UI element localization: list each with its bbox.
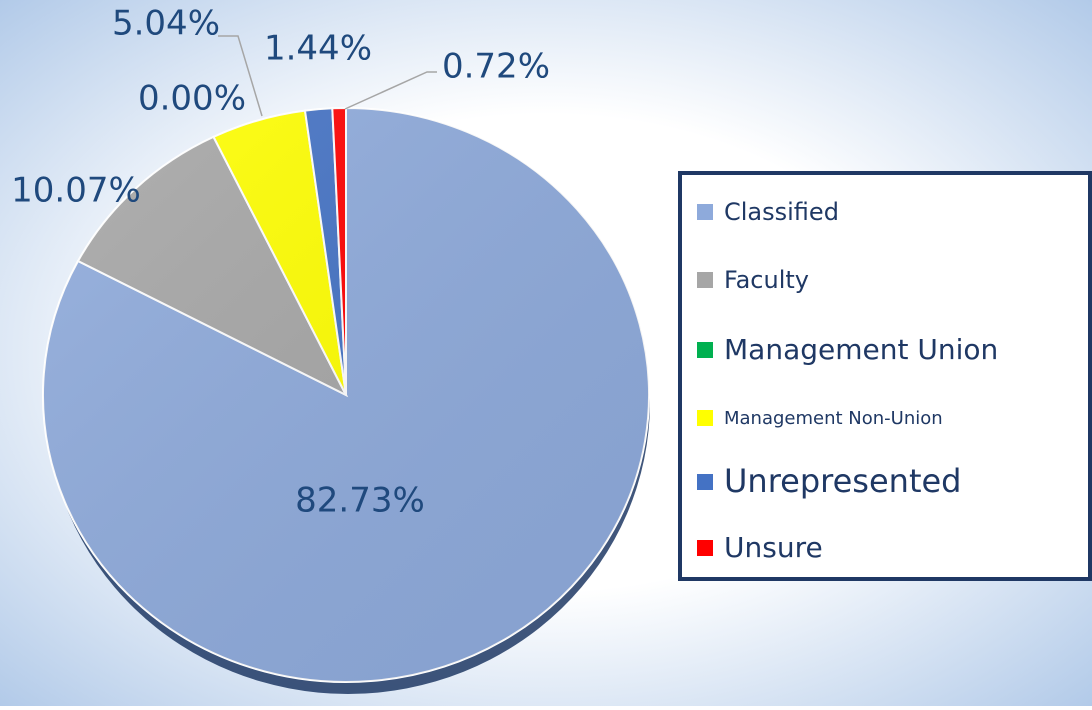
legend-swatch bbox=[697, 474, 713, 490]
leader-line bbox=[344, 71, 437, 110]
legend-swatch bbox=[697, 204, 713, 220]
data-label: 10.07% bbox=[11, 171, 141, 211]
legend-label: Unrepresented bbox=[724, 462, 961, 500]
legend-label: Management Non-Union bbox=[724, 408, 943, 429]
legend-label: Unsure bbox=[724, 531, 823, 564]
data-label: 0.00% bbox=[138, 79, 246, 119]
legend-entries: Classified Faculty Management Union Managem… bbox=[697, 198, 998, 564]
legend bbox=[678, 171, 1092, 581]
data-labels: 82.73% 10.07% 0.00% 5.04% 1.44% 0.72% bbox=[11, 4, 550, 521]
leader-line bbox=[218, 35, 263, 117]
data-label: 82.73% bbox=[295, 481, 425, 521]
legend-label: Management Union bbox=[724, 333, 998, 366]
legend-label: Faculty bbox=[724, 266, 809, 294]
data-label: 1.44% bbox=[264, 29, 372, 69]
legend-label: Classified bbox=[724, 198, 839, 226]
legend-swatch bbox=[697, 410, 713, 426]
data-label: 0.72% bbox=[442, 47, 550, 87]
legend-swatch bbox=[697, 272, 713, 288]
legend-swatch bbox=[697, 342, 713, 358]
legend-swatch bbox=[697, 540, 713, 556]
data-label: 5.04% bbox=[112, 4, 220, 44]
